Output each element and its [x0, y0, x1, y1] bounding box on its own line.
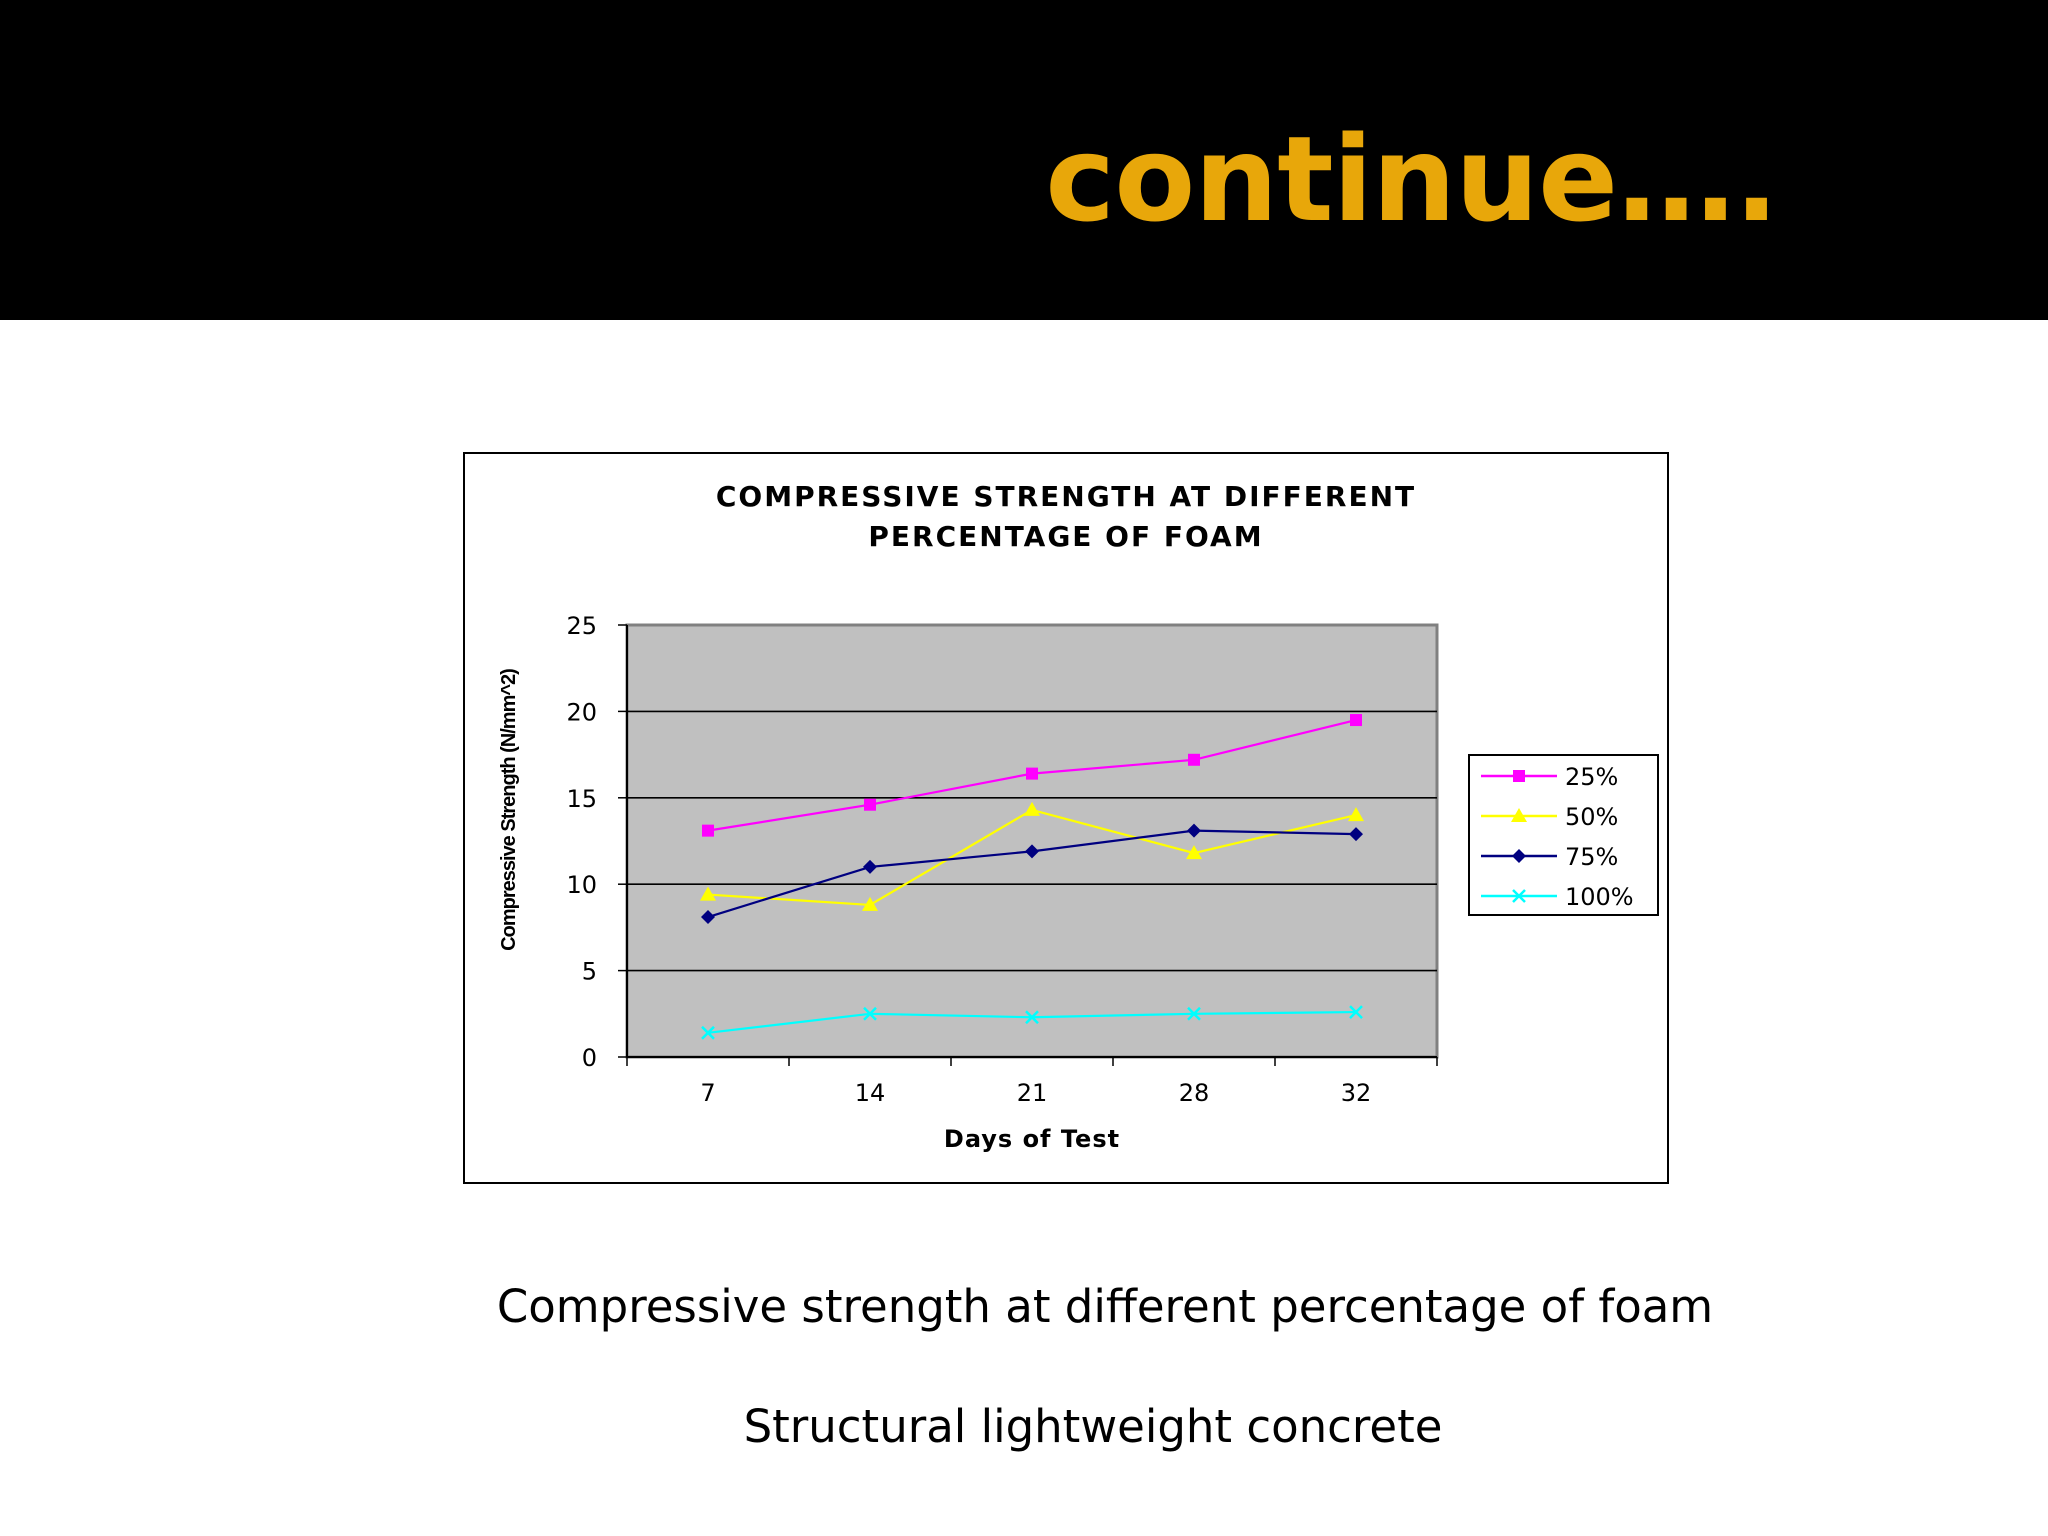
compressive-strength-chart: COMPRESSIVE STRENGTH AT DIFFERENT PERCENT… [498, 480, 1659, 1153]
data-point-25-percent [864, 798, 876, 811]
data-point-75-percent [1187, 823, 1201, 838]
data-point-25-percent [1350, 714, 1362, 727]
data-point-75-percent [863, 859, 877, 874]
data-point-25-percent [702, 824, 714, 837]
legend-marker-100-percent [1512, 889, 1526, 903]
caption-chart-description: Compressive strength at different percen… [496, 1280, 1714, 1333]
x-tick-label: 7 [700, 1079, 715, 1107]
data-point-50-percent [1186, 845, 1202, 860]
data-point-50-percent [700, 886, 716, 901]
data-point-25-percent [1026, 767, 1038, 780]
x-axis-label: Days of Test [944, 1125, 1120, 1153]
legend-box [1468, 754, 1659, 916]
y-axis-label: Compressive Strength (N/mm^2) [498, 669, 520, 951]
chart-title-line: PERCENTAGE OF FOAM [868, 520, 1263, 553]
y-tick-label: 15 [566, 785, 597, 813]
legend-label-100-percent: 100% [1565, 883, 1634, 911]
legend-label-75-percent: 75% [1565, 843, 1618, 871]
data-point-100-percent [1187, 1006, 1201, 1021]
x-tick-label: 14 [855, 1079, 886, 1107]
y-tick-label: 10 [566, 871, 597, 899]
data-point-75-percent [1349, 827, 1363, 842]
plot-area [625, 623, 1439, 1059]
title-band [0, 0, 2048, 320]
legend-marker-50-percent [1511, 808, 1527, 822]
data-point-50-percent [1348, 807, 1364, 822]
x-tick-label: 28 [1179, 1079, 1210, 1107]
data-point-100-percent [1349, 1005, 1363, 1019]
x-tick-label: 21 [1017, 1079, 1048, 1107]
data-point-25-percent [1188, 753, 1200, 766]
y-tick-label: 25 [566, 612, 597, 640]
legend-label-25-percent: 25% [1565, 763, 1618, 791]
y-tick-label: 0 [582, 1044, 597, 1072]
data-point-100-percent [701, 1025, 715, 1040]
slide-title: continue…. [1045, 110, 1779, 248]
y-tick-label: 20 [566, 698, 597, 726]
data-point-100-percent [1025, 1010, 1039, 1025]
y-tick-label: 5 [582, 958, 597, 986]
x-tick-label: 32 [1341, 1079, 1372, 1107]
legend-marker-75-percent [1512, 849, 1526, 863]
data-point-75-percent [1025, 844, 1039, 859]
data-point-100-percent [863, 1006, 877, 1021]
legend-marker-25-percent [1513, 770, 1525, 782]
data-point-50-percent [1024, 801, 1040, 816]
data-point-75-percent [701, 910, 715, 925]
caption-subject: Structural lightweight concrete [743, 1400, 1443, 1453]
chart-frame: COMPRESSIVE STRENGTH AT DIFFERENT PERCENT… [463, 452, 1669, 1184]
chart-title-line: COMPRESSIVE STRENGTH AT DIFFERENT [716, 480, 1416, 513]
data-point-50-percent [862, 896, 878, 911]
legend-label-50-percent: 50% [1565, 803, 1618, 831]
